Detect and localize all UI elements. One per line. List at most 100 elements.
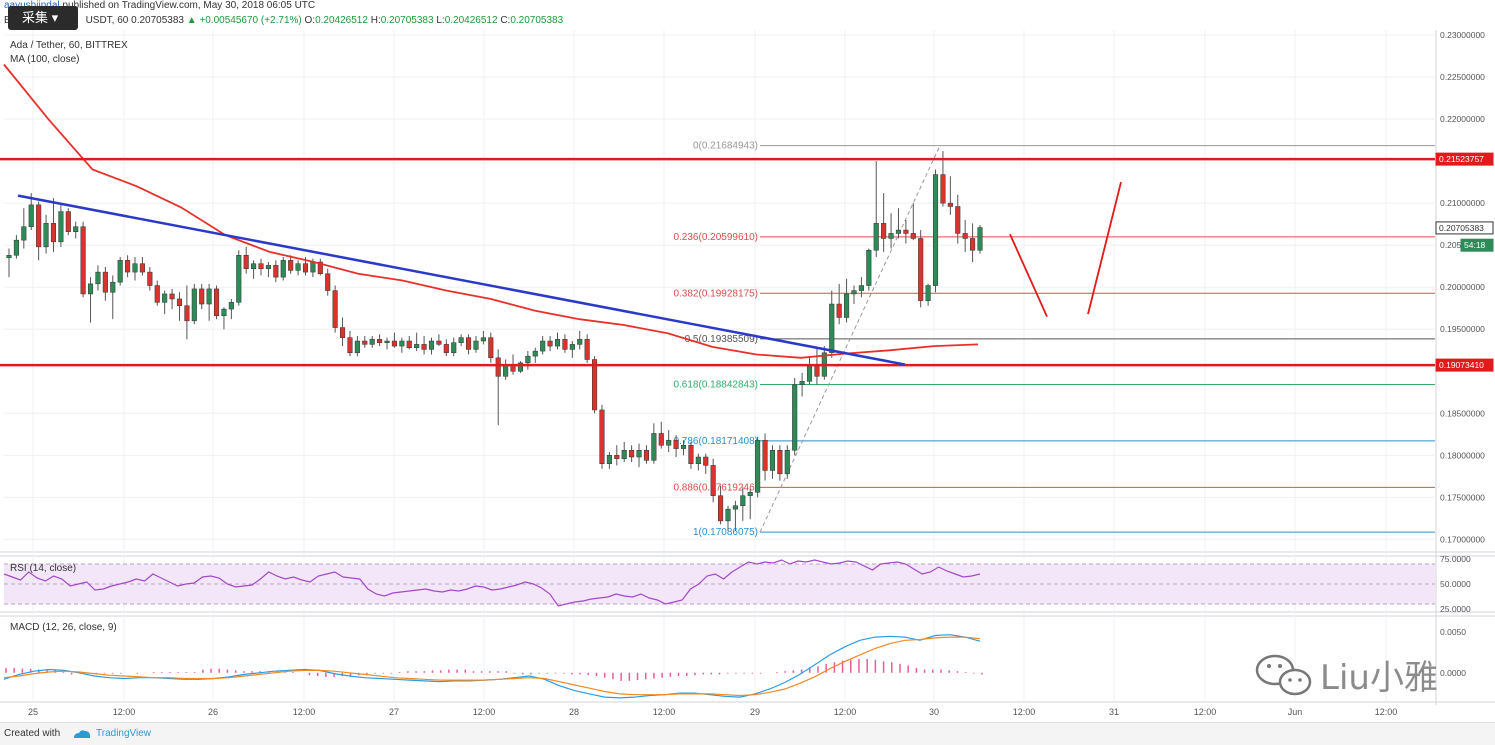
candle-body [391,340,397,347]
y-tick-label: 0.23000000 [1440,30,1485,40]
candle-body [755,439,761,493]
candle-body [258,263,264,269]
candle-body [955,206,961,234]
candle-body [325,273,331,291]
candle-body [110,281,116,293]
x-tick-label: 28 [569,707,579,717]
candle-body [280,260,286,278]
collect-button[interactable]: 采集 ▾ [8,6,78,30]
candle-body [95,271,101,285]
close-label: C: [500,15,511,26]
x-tick-label: 12:00 [1375,707,1398,717]
ma100-line [3,63,979,359]
x-tick-label: 12:00 [834,707,857,717]
price-axis-label: 54:18 [1464,240,1486,250]
fib-level-label: 0.618(0.18842843) [673,379,758,390]
chart-header: aayushjindal published on TradingView.co… [0,0,1495,30]
price-axis-label: 0.19073410 [1439,360,1484,370]
candle-body [495,357,501,377]
candle-body [414,344,420,348]
price-axis-label-box [1435,358,1494,372]
candle-body [473,340,479,350]
candle-body [910,233,916,239]
fib-level-label: 1(0.17086075) [693,527,758,538]
author-link[interactable]: aayushjindal [4,0,60,11]
last-price: 0.20705383 [131,15,184,26]
candle-body [369,339,375,345]
candle-body [703,456,709,466]
x-tick-label: Jun [1288,707,1303,717]
fib-level-label: 0.786(0.18171408) [673,436,758,447]
candle-body [221,308,227,317]
candle-body [265,265,271,269]
price-axis-label-box [1460,238,1494,252]
price-change: ▲ +0.00545670 (+2.71%) [186,15,302,26]
candle-body [228,302,234,310]
x-tick-label: 27 [389,707,399,717]
candle-body [844,293,850,318]
candle-body [777,450,783,475]
candle-body [747,492,753,496]
fib-level-label: 0(0.21684943) [693,141,758,152]
candle-body [799,381,805,385]
candle-body [658,433,664,446]
candle-body [13,239,19,256]
candle-body [80,226,86,295]
candle-body [873,223,879,251]
candle-body [466,337,472,350]
candle-body [117,260,123,283]
candle-body [517,362,523,372]
forecast-up-stroke [1087,181,1122,315]
candle-body [451,342,457,354]
candle-body [621,450,627,459]
candle-body [947,202,953,207]
candle-body [725,508,731,522]
candle-body [480,337,486,342]
y-tick-label: 0.22500000 [1440,72,1485,82]
candle-body [895,229,902,234]
candle-body [362,340,368,345]
ohlc-line: BITUSDT, 60 0.20705383 ▲ +0.00545670 (+2… [4,15,563,26]
candle-body [680,444,687,449]
y-tick-label: 0.18500000 [1440,408,1485,418]
x-tick-label: 25 [28,707,38,717]
candle-body [436,340,442,345]
candle-body [940,174,946,204]
chart-background [0,30,1495,722]
candle-body [377,339,383,343]
candle-body [918,238,924,301]
symbol-name: USDT, 60 [85,15,129,26]
macd-legend: MACD (12, 26, close, 9) [10,622,117,633]
candle-body [65,211,71,232]
candle-body [332,290,338,328]
publish-info: published on TradingView.com, May 30, 20… [62,0,316,11]
candle-body [569,344,575,350]
candle-body [310,261,316,273]
candle-body [384,340,390,343]
candle-body [769,450,776,471]
x-tick-label: 12:00 [1194,707,1217,717]
fib-level-label: 0.5(0.19385509) [685,334,758,345]
candle-body [710,465,716,496]
macd-tick-label: 0.0050 [1440,627,1466,637]
candle-body [866,249,872,286]
candle-body [762,439,768,471]
x-tick-label: 12:00 [113,707,136,717]
x-tick-label: 26 [208,707,218,717]
candle-body [132,263,138,273]
candle-body [643,450,649,461]
y-tick-label: 0.19500000 [1440,324,1485,334]
candle-body [421,344,427,350]
candle-body [102,271,108,293]
candle-body [236,255,242,303]
candle-body [666,439,672,446]
candle-body [606,455,612,464]
candle-body [554,339,561,347]
candle-body [577,339,583,345]
candle-body [614,455,620,459]
candle-body [592,359,598,411]
tradingview-link[interactable]: TradingView [96,728,152,739]
candle-body [888,233,894,239]
candle-body [540,340,546,352]
